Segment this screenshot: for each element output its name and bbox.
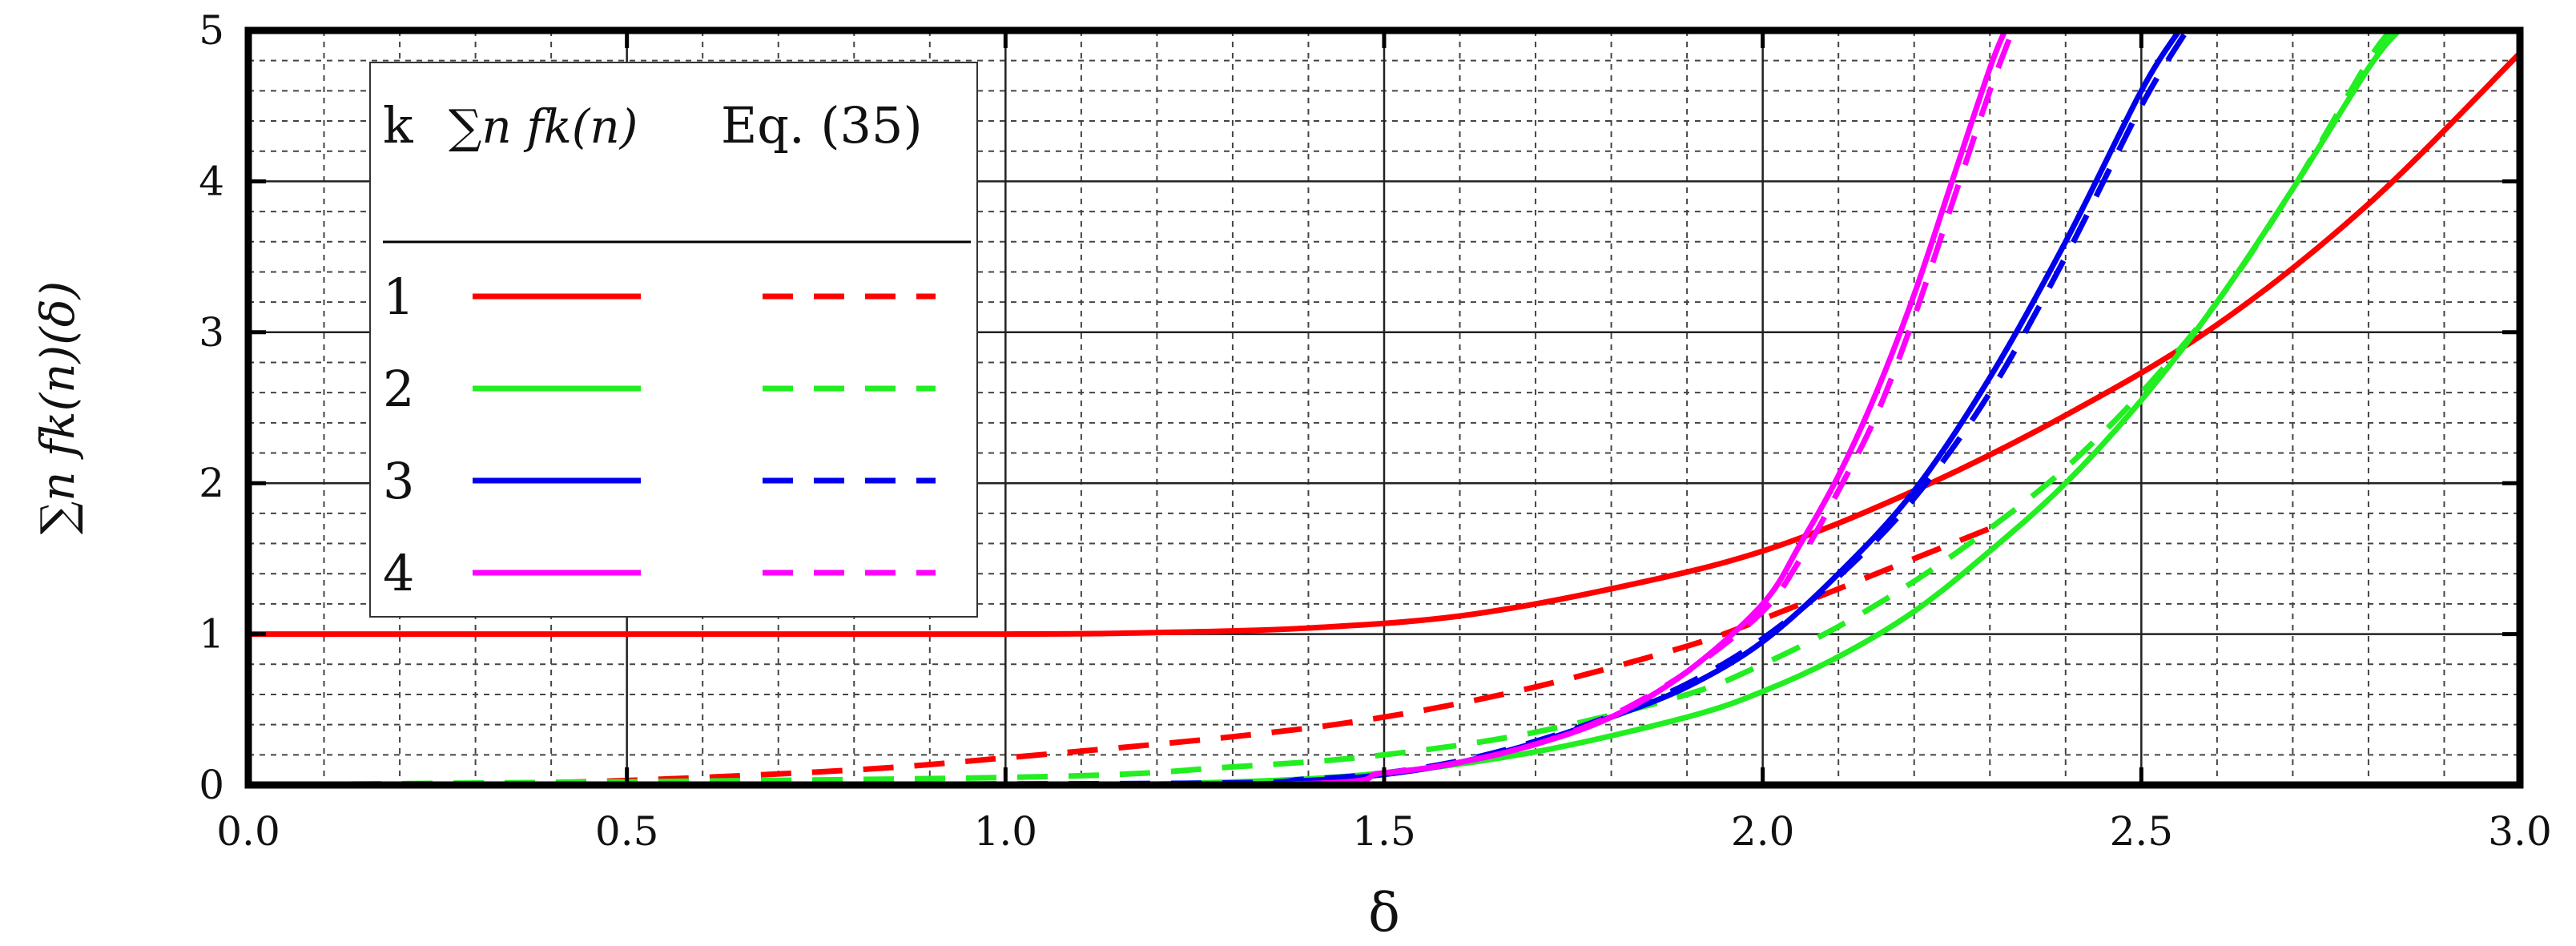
y-tick-label: 3 (199, 309, 224, 356)
y-tick-label: 5 (199, 7, 224, 54)
x-tick-label: 3.0 (2488, 808, 2552, 855)
x-tick-label: 1.0 (974, 808, 1038, 855)
series-k1-dashed (248, 525, 1991, 785)
legend: k ∑n fk(n) Eq. (35) 1 2 3 4 (369, 62, 978, 618)
legend-header-k: k (383, 96, 413, 155)
series-layer (248, 30, 2520, 785)
legend-row-label: 4 (383, 544, 414, 602)
y-tick-labels: 0 1 2 3 4 5 (199, 7, 224, 808)
y-axis-title-text: ∑n fk(n)(δ) (30, 281, 85, 535)
y-tick-label: 4 (199, 158, 224, 204)
x-tick-label: 2.5 (2110, 808, 2174, 855)
x-tick-label: 0.5 (595, 808, 659, 855)
x-tick-label: 1.5 (1352, 808, 1416, 855)
legend-header-eq: Eq. (35) (721, 96, 923, 155)
series-k1-solid (248, 50, 2520, 638)
legend-row-label: 1 (383, 268, 414, 326)
series-k4-dashed (248, 30, 2015, 785)
y-axis-title: ∑n fk(n)(δ) (30, 281, 85, 535)
legend-row-label: 3 (383, 452, 414, 510)
y-tick-label: 1 (199, 611, 224, 658)
legend-rows: 1 2 3 4 (383, 268, 936, 602)
tick-marks (246, 28, 2522, 787)
x-tick-label: 2.0 (1731, 808, 1795, 855)
x-tick-labels: 0.0 0.5 1.0 1.5 2.0 2.5 3.0 (216, 808, 2552, 855)
x-tick-label: 0.0 (216, 808, 280, 855)
legend-box (369, 62, 978, 618)
series-k2-dashed (248, 30, 2394, 785)
legend-row-label: 2 (383, 360, 414, 418)
y-tick-label: 2 (199, 460, 224, 506)
y-tick-label: 0 (199, 762, 224, 808)
x-axis-title: δ (1368, 882, 1400, 944)
legend-header-sum: ∑n fk(n) (449, 99, 638, 154)
